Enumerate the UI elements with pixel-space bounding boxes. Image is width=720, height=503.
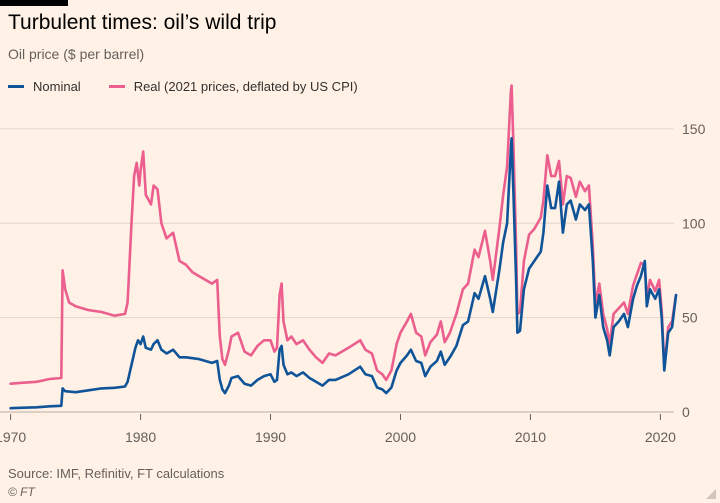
corner-mark (706, 489, 716, 499)
legend-swatch-real (108, 85, 125, 88)
legend-label-nominal: Nominal (33, 79, 81, 94)
x-tick-label: 2000 (385, 429, 416, 445)
y-tick-label: 150 (682, 121, 706, 137)
chart-title: Turbulent times: oil’s wild trip (8, 11, 277, 34)
x-tick-label: 1990 (255, 429, 286, 445)
x-axis: 1970 1980 1990 2000 2010 2020 (0, 414, 676, 445)
chart-subtitle: Oil price ($ per barrel) (8, 46, 145, 62)
series-nominal-line (9, 137, 678, 410)
y-tick-label: 100 (682, 215, 706, 231)
legend-item-real: Real (2021 prices, deflated by US CPI) (108, 79, 358, 94)
x-tick-label: 1980 (125, 429, 156, 445)
y-tick-label: 50 (682, 310, 698, 326)
y-tick-label: 0 (682, 404, 690, 420)
y-axis: 0 50 100 150 (682, 121, 706, 420)
ft-brand-bar (0, 0, 68, 6)
legend-label-real: Real (2021 prices, deflated by US CPI) (133, 79, 358, 94)
x-tick-label: 2010 (515, 429, 546, 445)
legend-swatch-nominal (8, 85, 24, 88)
x-tick-label: 1970 (0, 429, 26, 445)
series-real-line (9, 84, 678, 385)
legend-item-nominal: Nominal (8, 79, 81, 94)
source-note: Source: IMF, Refinitiv, FT calculations (8, 466, 225, 481)
grid-lines (0, 128, 674, 413)
series-group (9, 84, 678, 410)
legend: Nominal Real (2021 prices, deflated by U… (8, 79, 386, 94)
copyright: © FT (8, 485, 35, 499)
x-tick-label: 2020 (645, 429, 676, 445)
